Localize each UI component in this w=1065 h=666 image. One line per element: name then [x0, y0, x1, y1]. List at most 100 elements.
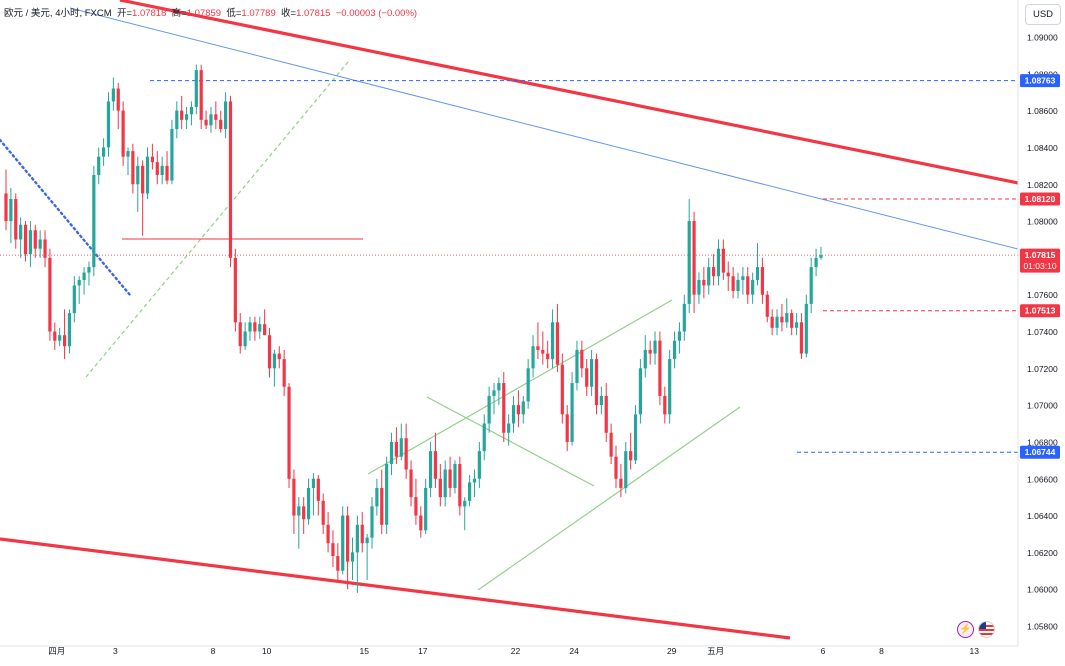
- candle: [721, 239, 725, 280]
- candle: [282, 349, 286, 396]
- flash-icon[interactable]: ⚡: [957, 621, 974, 638]
- candle: [53, 322, 57, 350]
- candle: [341, 506, 345, 575]
- candle: [741, 267, 745, 295]
- candle-body: [385, 464, 389, 525]
- candle: [43, 230, 47, 268]
- candle-body: [507, 423, 511, 433]
- candle: [238, 313, 242, 354]
- candle-body: [755, 267, 760, 280]
- time-axis: 四月 3 8 10 15 17 22 24 29 五月 6 8 13: [0, 645, 1018, 656]
- candle: [590, 349, 594, 396]
- candle: [385, 456, 389, 534]
- candle-body: [511, 405, 516, 424]
- candle: [331, 530, 335, 568]
- candle-body: [526, 368, 530, 402]
- candle-body: [746, 276, 750, 295]
- candle-body: [321, 500, 325, 525]
- candle-body: [682, 303, 686, 332]
- price-tick-label: 1.09000: [1027, 33, 1058, 43]
- candle-body: [721, 248, 725, 273]
- price-tick-label: 1.08400: [1027, 143, 1058, 153]
- candle: [141, 160, 145, 236]
- candle: [555, 303, 560, 372]
- candle: [448, 456, 452, 498]
- candle: [765, 291, 769, 323]
- candle: [736, 272, 740, 299]
- candle: [165, 151, 169, 185]
- candle-body: [804, 303, 808, 354]
- candle-body: [658, 340, 662, 396]
- candle-body: [477, 451, 481, 479]
- candle-body: [428, 451, 433, 488]
- symbol-title[interactable]: 欧元 / 美元, 4小时, FXCM: [4, 8, 112, 19]
- time-tick-label: 3: [113, 646, 118, 656]
- candle-body: [794, 322, 799, 328]
- time-tick-label: 22: [511, 646, 521, 656]
- candle-body: [394, 441, 398, 457]
- price-tick-label: 1.06000: [1027, 585, 1058, 595]
- candle: [33, 224, 37, 258]
- candle-body: [687, 221, 691, 304]
- candle: [468, 475, 472, 507]
- candle-body: [448, 469, 452, 488]
- candle: [194, 64, 198, 115]
- candle: [760, 257, 764, 304]
- price-tick-label: 1.05800: [1027, 622, 1058, 632]
- candle: [463, 497, 467, 531]
- price-tick-label: 1.07000: [1027, 401, 1058, 411]
- time-tick-label: 17: [418, 646, 428, 656]
- candle-body: [497, 383, 501, 391]
- candle-body: [550, 322, 555, 360]
- us-flag-icon[interactable]: [978, 621, 995, 638]
- candle: [668, 349, 672, 424]
- price-label-box: [1020, 304, 1060, 318]
- candle-body: [482, 423, 486, 452]
- candle: [458, 456, 462, 516]
- candle-body: [487, 395, 491, 424]
- candle: [560, 353, 564, 424]
- low-value: 1.07789: [241, 8, 276, 19]
- candle-body: [468, 482, 472, 501]
- candle-body: [258, 324, 262, 332]
- candle: [131, 143, 135, 194]
- candle: [658, 331, 662, 406]
- candle: [9, 187, 13, 244]
- candle: [790, 309, 794, 336]
- candle-body: [599, 395, 603, 406]
- candle-body: [336, 556, 340, 571]
- candle-body: [799, 322, 804, 354]
- candle: [585, 359, 589, 396]
- candle-body: [131, 151, 135, 185]
- candle-body: [629, 451, 633, 461]
- crossing-line-green: [426, 396, 595, 487]
- channel-lower-line: [0, 537, 791, 640]
- candle: [814, 248, 818, 277]
- candle: [160, 156, 164, 185]
- candle-body: [380, 487, 384, 525]
- candle-body: [341, 515, 345, 571]
- candle-body: [62, 335, 67, 347]
- candle: [326, 511, 330, 553]
- dotted-trendline-blue: [0, 138, 132, 297]
- candle: [136, 156, 140, 212]
- candle: [672, 331, 677, 369]
- candle-body: [492, 390, 496, 396]
- candle-body: [594, 359, 599, 406]
- candle-body: [48, 257, 52, 332]
- price-tick-label: 1.08200: [1027, 180, 1058, 190]
- candle-body: [165, 165, 169, 181]
- currency-button[interactable]: USD: [1025, 4, 1061, 25]
- candle: [648, 340, 652, 365]
- candle-body: [19, 224, 23, 240]
- candle: [809, 257, 813, 314]
- candle: [614, 445, 618, 488]
- price-tick-label: 1.07400: [1027, 327, 1058, 337]
- candle-body: [199, 70, 203, 120]
- candle-body: [541, 349, 545, 354]
- candle-body: [58, 335, 62, 341]
- candle-body: [633, 414, 638, 461]
